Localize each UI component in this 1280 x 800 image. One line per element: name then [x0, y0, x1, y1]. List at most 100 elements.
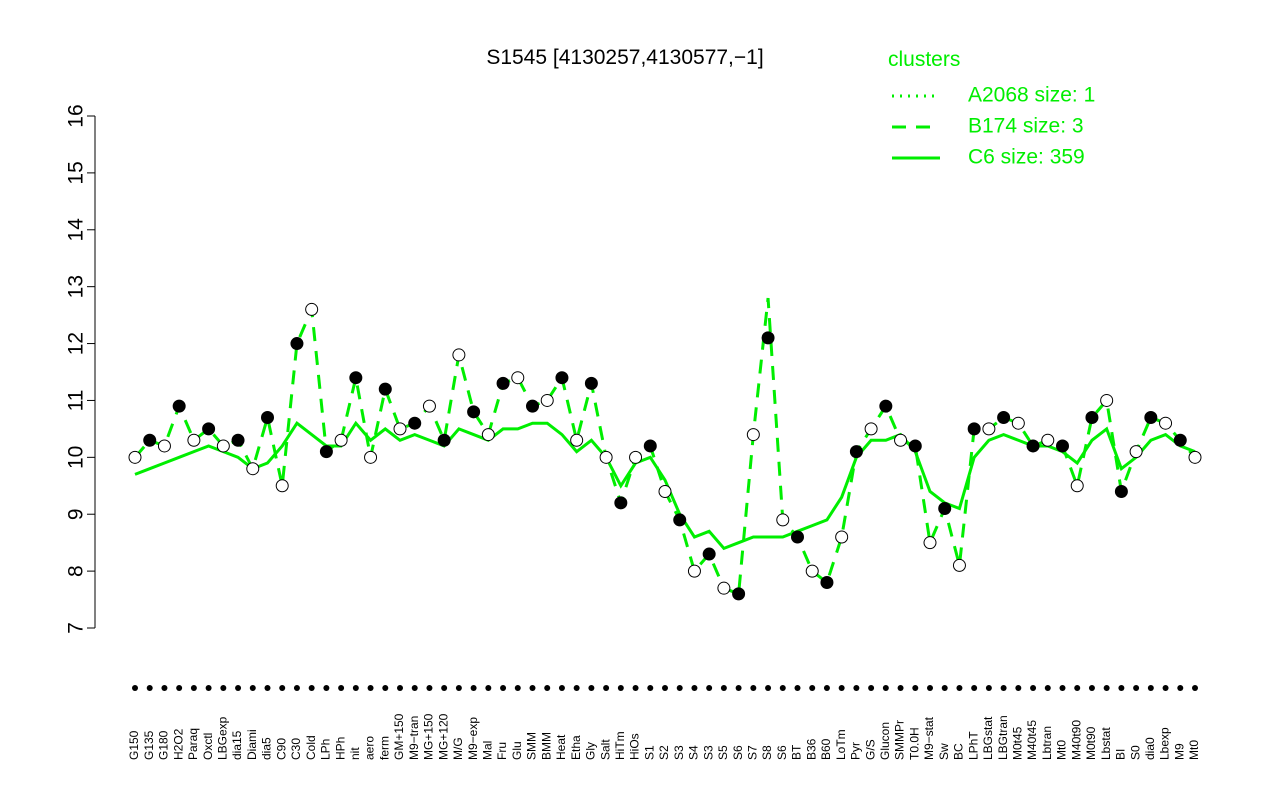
x-tick-label: M/G — [451, 737, 465, 760]
x-tick-label: B60 — [819, 738, 833, 760]
x-tick-label: BT — [790, 744, 804, 760]
data-point — [526, 399, 539, 413]
x-tick-label: LBGstat — [981, 716, 995, 760]
x-tick-dot — [249, 685, 256, 691]
x-tick-dot — [338, 685, 345, 691]
y-tick-label: 13 — [65, 275, 88, 298]
x-tick-dot — [190, 685, 197, 691]
x-tick-label: S8 — [760, 745, 774, 760]
x-tick-label: Salt — [598, 739, 612, 760]
data-point — [275, 479, 289, 493]
data-point — [334, 433, 348, 447]
x-tick-dot — [558, 685, 565, 691]
x-tick-dot — [146, 685, 153, 691]
x-tick-dot — [235, 685, 242, 691]
data-point — [584, 376, 598, 390]
x-tick-dot — [1088, 685, 1095, 691]
data-point — [290, 337, 304, 351]
x-tick-dot — [823, 685, 830, 691]
x-tick-label: Fru — [495, 742, 509, 760]
x-tick-label: LBGtran — [996, 715, 1010, 760]
data-point — [364, 450, 378, 464]
x-tick-dot — [1162, 685, 1169, 691]
x-tick-dot — [809, 685, 816, 691]
x-tick-dot — [603, 685, 610, 691]
data-point — [879, 399, 893, 413]
x-tick-dot — [706, 685, 713, 691]
data-point — [1100, 393, 1114, 407]
x-tick-label: Lbstat — [1099, 727, 1113, 760]
y-tick-label: 10 — [65, 446, 88, 469]
legend-label: B174 size: 3 — [968, 115, 1084, 138]
legend-label: C6 size: 359 — [968, 146, 1085, 169]
x-tick-dot — [838, 685, 845, 691]
data-point — [732, 587, 746, 601]
data-point — [923, 536, 937, 550]
x-tick-label: GM+150 — [392, 713, 406, 760]
data-point — [422, 399, 436, 413]
x-tick-label: M9 — [1172, 743, 1186, 760]
x-tick-label: dia0 — [1143, 737, 1157, 760]
x-tick-dot — [985, 685, 992, 691]
x-tick-dot — [691, 685, 698, 691]
x-tick-dot — [382, 685, 389, 691]
data-point — [599, 450, 613, 464]
x-tick-dot — [750, 685, 757, 691]
data-point — [570, 433, 584, 447]
x-tick-label: LPhT — [966, 731, 980, 760]
x-tick-label: Mt0 — [1187, 740, 1201, 760]
data-point — [540, 393, 554, 407]
data-point — [452, 348, 466, 362]
x-tick-dot — [205, 685, 212, 691]
x-tick-label: aero — [363, 736, 377, 760]
data-point — [349, 371, 363, 385]
data-point — [378, 382, 392, 396]
x-tick-dot — [352, 685, 359, 691]
x-tick-label: HiOs — [628, 733, 642, 760]
data-point — [1056, 439, 1069, 453]
x-tick-label: Paraq — [186, 728, 200, 760]
y-tick-label: 14 — [65, 218, 88, 242]
data-point — [864, 422, 878, 436]
x-tick-dot — [720, 685, 727, 691]
x-tick-dot — [632, 685, 639, 691]
x-tick-dot — [1015, 685, 1022, 691]
x-tick-dot — [868, 685, 875, 691]
data-point — [894, 433, 908, 447]
x-tick-dot — [882, 685, 889, 691]
x-tick-label: Mt0 — [1055, 740, 1069, 760]
x-tick-label: S1 — [642, 745, 656, 760]
x-tick-label: S7 — [746, 745, 760, 760]
x-tick-label: M0t45 — [1011, 726, 1025, 760]
x-tick-dot — [426, 685, 433, 691]
legend-title: clusters — [888, 48, 960, 71]
data-point — [1085, 411, 1099, 425]
x-tick-label: S6 — [731, 745, 745, 760]
x-tick-dot — [1177, 685, 1184, 691]
x-tick-label: M9−exp — [466, 717, 480, 760]
x-tick-label: MG+150 — [422, 713, 436, 760]
x-tick-label: HPh — [333, 737, 347, 760]
data-point — [687, 564, 701, 578]
x-tick-label: S3 — [672, 745, 686, 760]
x-tick-dot — [529, 685, 536, 691]
y-tick-label: 8 — [65, 565, 88, 577]
x-tick-label: M40t45 — [1025, 720, 1039, 760]
x-tick-dot — [1133, 685, 1140, 691]
x-tick-dot — [897, 685, 904, 691]
data-point — [187, 433, 201, 447]
data-point — [437, 433, 451, 447]
data-point — [835, 530, 849, 544]
x-tick-dot — [220, 685, 227, 691]
data-point — [216, 439, 230, 453]
x-tick-dot — [735, 685, 742, 691]
x-tick-label: Lbtran — [1040, 726, 1054, 760]
x-tick-label: S5 — [716, 745, 730, 760]
x-tick-dot — [1147, 685, 1154, 691]
data-point — [157, 439, 171, 453]
x-tick-dot — [1074, 685, 1081, 691]
x-tick-dot — [912, 685, 919, 691]
x-tick-dot — [132, 685, 138, 691]
x-tick-label: Mal — [481, 741, 495, 760]
